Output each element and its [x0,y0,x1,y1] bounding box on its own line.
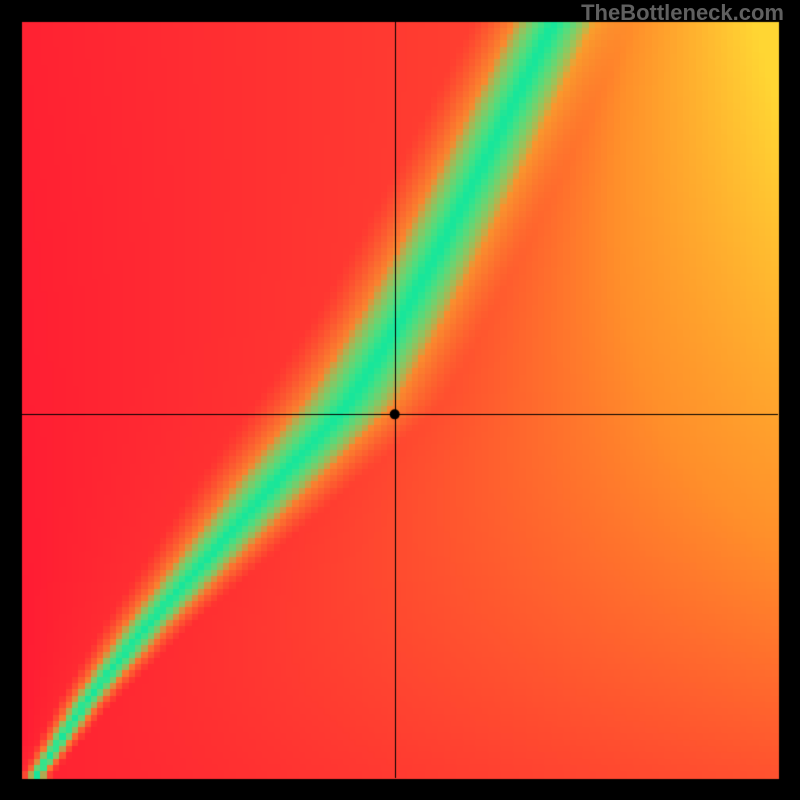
bottleneck-heatmap [0,0,800,800]
watermark-text: TheBottleneck.com [581,0,784,26]
chart-container: TheBottleneck.com [0,0,800,800]
